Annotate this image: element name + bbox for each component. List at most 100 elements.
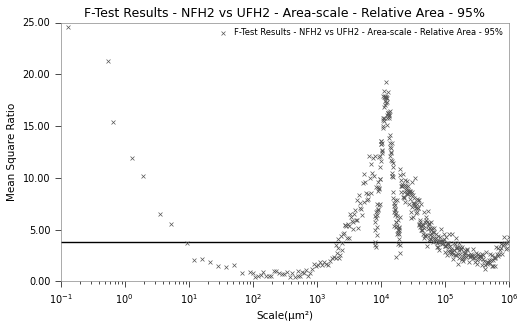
F-Test Results - NFH2 vs UFH2 - Area-scale - Relative Area - 95%	[348, 218, 356, 224]
F-Test Results - NFH2 vs UFH2 - Area-scale - Relative Area - 95%	[472, 250, 480, 255]
F-Test Results - NFH2 vs UFH2 - Area-scale - Relative Area - 95%	[455, 247, 463, 252]
F-Test Results - NFH2 vs UFH2 - Area-scale - Relative Area - 95%	[366, 161, 375, 167]
F-Test Results - NFH2 vs UFH2 - Area-scale - Relative Area - 95%	[379, 125, 387, 131]
F-Test Results - NFH2 vs UFH2 - Area-scale - Relative Area - 95%	[438, 239, 447, 245]
F-Test Results - NFH2 vs UFH2 - Area-scale - Relative Area - 95%	[301, 268, 310, 273]
F-Test Results - NFH2 vs UFH2 - Area-scale - Relative Area - 95%	[406, 215, 415, 220]
F-Test Results - NFH2 vs UFH2 - Area-scale - Relative Area - 95%	[156, 211, 164, 216]
F-Test Results - NFH2 vs UFH2 - Area-scale - Relative Area - 95%	[373, 201, 381, 207]
F-Test Results - NFH2 vs UFH2 - Area-scale - Relative Area - 95%	[393, 231, 401, 236]
F-Test Results - NFH2 vs UFH2 - Area-scale - Relative Area - 95%	[403, 184, 412, 189]
F-Test Results - NFH2 vs UFH2 - Area-scale - Relative Area - 95%	[349, 226, 358, 231]
F-Test Results - NFH2 vs UFH2 - Area-scale - Relative Area - 95%	[447, 246, 456, 251]
F-Test Results - NFH2 vs UFH2 - Area-scale - Relative Area - 95%	[499, 242, 507, 248]
F-Test Results - NFH2 vs UFH2 - Area-scale - Relative Area - 95%	[434, 245, 442, 250]
F-Test Results - NFH2 vs UFH2 - Area-scale - Relative Area - 95%	[426, 236, 435, 242]
F-Test Results - NFH2 vs UFH2 - Area-scale - Relative Area - 95%	[466, 254, 474, 259]
F-Test Results - NFH2 vs UFH2 - Area-scale - Relative Area - 95%	[374, 185, 383, 190]
F-Test Results - NFH2 vs UFH2 - Area-scale - Relative Area - 95%	[248, 270, 257, 275]
F-Test Results - NFH2 vs UFH2 - Area-scale - Relative Area - 95%	[396, 184, 405, 189]
F-Test Results - NFH2 vs UFH2 - Area-scale - Relative Area - 95%	[267, 273, 276, 278]
F-Test Results - NFH2 vs UFH2 - Area-scale - Relative Area - 95%	[461, 250, 469, 255]
F-Test Results - NFH2 vs UFH2 - Area-scale - Relative Area - 95%	[371, 242, 379, 247]
F-Test Results - NFH2 vs UFH2 - Area-scale - Relative Area - 95%	[469, 256, 478, 261]
F-Test Results - NFH2 vs UFH2 - Area-scale - Relative Area - 95%	[380, 89, 388, 94]
F-Test Results - NFH2 vs UFH2 - Area-scale - Relative Area - 95%	[390, 197, 398, 202]
F-Test Results - NFH2 vs UFH2 - Area-scale - Relative Area - 95%	[333, 246, 342, 251]
F-Test Results - NFH2 vs UFH2 - Area-scale - Relative Area - 95%	[474, 251, 482, 256]
F-Test Results - NFH2 vs UFH2 - Area-scale - Relative Area - 95%	[464, 253, 473, 258]
F-Test Results - NFH2 vs UFH2 - Area-scale - Relative Area - 95%	[385, 144, 394, 149]
F-Test Results - NFH2 vs UFH2 - Area-scale - Relative Area - 95%	[359, 180, 367, 185]
F-Test Results - NFH2 vs UFH2 - Area-scale - Relative Area - 95%	[280, 271, 289, 276]
F-Test Results - NFH2 vs UFH2 - Area-scale - Relative Area - 95%	[440, 231, 448, 236]
F-Test Results - NFH2 vs UFH2 - Area-scale - Relative Area - 95%	[425, 237, 434, 242]
F-Test Results - NFH2 vs UFH2 - Area-scale - Relative Area - 95%	[352, 218, 360, 223]
F-Test Results - NFH2 vs UFH2 - Area-scale - Relative Area - 95%	[413, 210, 421, 215]
F-Test Results - NFH2 vs UFH2 - Area-scale - Relative Area - 95%	[318, 263, 326, 268]
F-Test Results - NFH2 vs UFH2 - Area-scale - Relative Area - 95%	[368, 170, 376, 175]
F-Test Results - NFH2 vs UFH2 - Area-scale - Relative Area - 95%	[206, 259, 214, 264]
F-Test Results - NFH2 vs UFH2 - Area-scale - Relative Area - 95%	[449, 247, 458, 253]
F-Test Results - NFH2 vs UFH2 - Area-scale - Relative Area - 95%	[492, 244, 500, 250]
F-Test Results - NFH2 vs UFH2 - Area-scale - Relative Area - 95%	[346, 211, 354, 216]
F-Test Results - NFH2 vs UFH2 - Area-scale - Relative Area - 95%	[453, 244, 461, 249]
F-Test Results - NFH2 vs UFH2 - Area-scale - Relative Area - 95%	[416, 219, 425, 224]
F-Test Results - NFH2 vs UFH2 - Area-scale - Relative Area - 95%	[364, 196, 373, 201]
F-Test Results - NFH2 vs UFH2 - Area-scale - Relative Area - 95%	[431, 239, 439, 244]
F-Test Results - NFH2 vs UFH2 - Area-scale - Relative Area - 95%	[410, 200, 418, 206]
F-Test Results - NFH2 vs UFH2 - Area-scale - Relative Area - 95%	[320, 259, 328, 264]
F-Test Results - NFH2 vs UFH2 - Area-scale - Relative Area - 95%	[350, 212, 359, 217]
F-Test Results - NFH2 vs UFH2 - Area-scale - Relative Area - 95%	[494, 245, 502, 251]
F-Test Results - NFH2 vs UFH2 - Area-scale - Relative Area - 95%	[479, 253, 487, 258]
F-Test Results - NFH2 vs UFH2 - Area-scale - Relative Area - 95%	[442, 243, 450, 248]
F-Test Results - NFH2 vs UFH2 - Area-scale - Relative Area - 95%	[473, 257, 481, 262]
F-Test Results - NFH2 vs UFH2 - Area-scale - Relative Area - 95%	[391, 202, 399, 207]
F-Test Results - NFH2 vs UFH2 - Area-scale - Relative Area - 95%	[468, 252, 476, 257]
F-Test Results - NFH2 vs UFH2 - Area-scale - Relative Area - 95%	[416, 225, 424, 230]
F-Test Results - NFH2 vs UFH2 - Area-scale - Relative Area - 95%	[261, 274, 270, 279]
F-Test Results - NFH2 vs UFH2 - Area-scale - Relative Area - 95%	[460, 248, 469, 253]
F-Test Results - NFH2 vs UFH2 - Area-scale - Relative Area - 95%	[392, 224, 401, 229]
F-Test Results - NFH2 vs UFH2 - Area-scale - Relative Area - 95%	[345, 235, 354, 240]
F-Test Results - NFH2 vs UFH2 - Area-scale - Relative Area - 95%	[270, 268, 278, 274]
F-Test Results - NFH2 vs UFH2 - Area-scale - Relative Area - 95%	[322, 261, 330, 266]
F-Test Results - NFH2 vs UFH2 - Area-scale - Relative Area - 95%	[347, 214, 355, 219]
F-Test Results - NFH2 vs UFH2 - Area-scale - Relative Area - 95%	[341, 223, 349, 228]
F-Test Results - NFH2 vs UFH2 - Area-scale - Relative Area - 95%	[372, 184, 380, 190]
F-Test Results - NFH2 vs UFH2 - Area-scale - Relative Area - 95%	[395, 224, 403, 230]
F-Test Results - NFH2 vs UFH2 - Area-scale - Relative Area - 95%	[409, 193, 417, 198]
F-Test Results - NFH2 vs UFH2 - Area-scale - Relative Area - 95%	[386, 145, 395, 150]
F-Test Results - NFH2 vs UFH2 - Area-scale - Relative Area - 95%	[457, 256, 466, 261]
F-Test Results - NFH2 vs UFH2 - Area-scale - Relative Area - 95%	[265, 273, 273, 278]
F-Test Results - NFH2 vs UFH2 - Area-scale - Relative Area - 95%	[404, 188, 413, 193]
F-Test Results - NFH2 vs UFH2 - Area-scale - Relative Area - 95%	[450, 241, 459, 247]
F-Test Results - NFH2 vs UFH2 - Area-scale - Relative Area - 95%	[297, 269, 306, 274]
F-Test Results - NFH2 vs UFH2 - Area-scale - Relative Area - 95%	[453, 246, 461, 251]
F-Test Results - NFH2 vs UFH2 - Area-scale - Relative Area - 95%	[407, 179, 416, 185]
F-Test Results - NFH2 vs UFH2 - Area-scale - Relative Area - 95%	[166, 222, 175, 227]
F-Test Results - NFH2 vs UFH2 - Area-scale - Relative Area - 95%	[490, 255, 499, 260]
F-Test Results - NFH2 vs UFH2 - Area-scale - Relative Area - 95%	[341, 222, 350, 228]
F-Test Results - NFH2 vs UFH2 - Area-scale - Relative Area - 95%	[443, 253, 451, 258]
F-Test Results - NFH2 vs UFH2 - Area-scale - Relative Area - 95%	[460, 250, 468, 255]
F-Test Results - NFH2 vs UFH2 - Area-scale - Relative Area - 95%	[377, 139, 386, 144]
F-Test Results - NFH2 vs UFH2 - Area-scale - Relative Area - 95%	[414, 205, 423, 210]
F-Test Results - NFH2 vs UFH2 - Area-scale - Relative Area - 95%	[442, 235, 450, 240]
F-Test Results - NFH2 vs UFH2 - Area-scale - Relative Area - 95%	[480, 258, 488, 264]
F-Test Results - NFH2 vs UFH2 - Area-scale - Relative Area - 95%	[376, 139, 385, 144]
F-Test Results - NFH2 vs UFH2 - Area-scale - Relative Area - 95%	[303, 274, 312, 279]
F-Test Results - NFH2 vs UFH2 - Area-scale - Relative Area - 95%	[489, 258, 497, 263]
F-Test Results - NFH2 vs UFH2 - Area-scale - Relative Area - 95%	[394, 230, 402, 235]
F-Test Results - NFH2 vs UFH2 - Area-scale - Relative Area - 95%	[299, 270, 308, 276]
F-Test Results - NFH2 vs UFH2 - Area-scale - Relative Area - 95%	[423, 243, 431, 248]
F-Test Results - NFH2 vs UFH2 - Area-scale - Relative Area - 95%	[363, 192, 372, 197]
F-Test Results - NFH2 vs UFH2 - Area-scale - Relative Area - 95%	[423, 219, 432, 224]
F-Test Results - NFH2 vs UFH2 - Area-scale - Relative Area - 95%	[382, 94, 391, 99]
F-Test Results - NFH2 vs UFH2 - Area-scale - Relative Area - 95%	[339, 232, 348, 237]
F-Test Results - NFH2 vs UFH2 - Area-scale - Relative Area - 95%	[385, 109, 393, 114]
F-Test Results - NFH2 vs UFH2 - Area-scale - Relative Area - 95%	[388, 171, 396, 176]
F-Test Results - NFH2 vs UFH2 - Area-scale - Relative Area - 95%	[421, 234, 429, 239]
F-Test Results - NFH2 vs UFH2 - Area-scale - Relative Area - 95%	[455, 241, 463, 246]
F-Test Results - NFH2 vs UFH2 - Area-scale - Relative Area - 95%	[398, 181, 406, 187]
